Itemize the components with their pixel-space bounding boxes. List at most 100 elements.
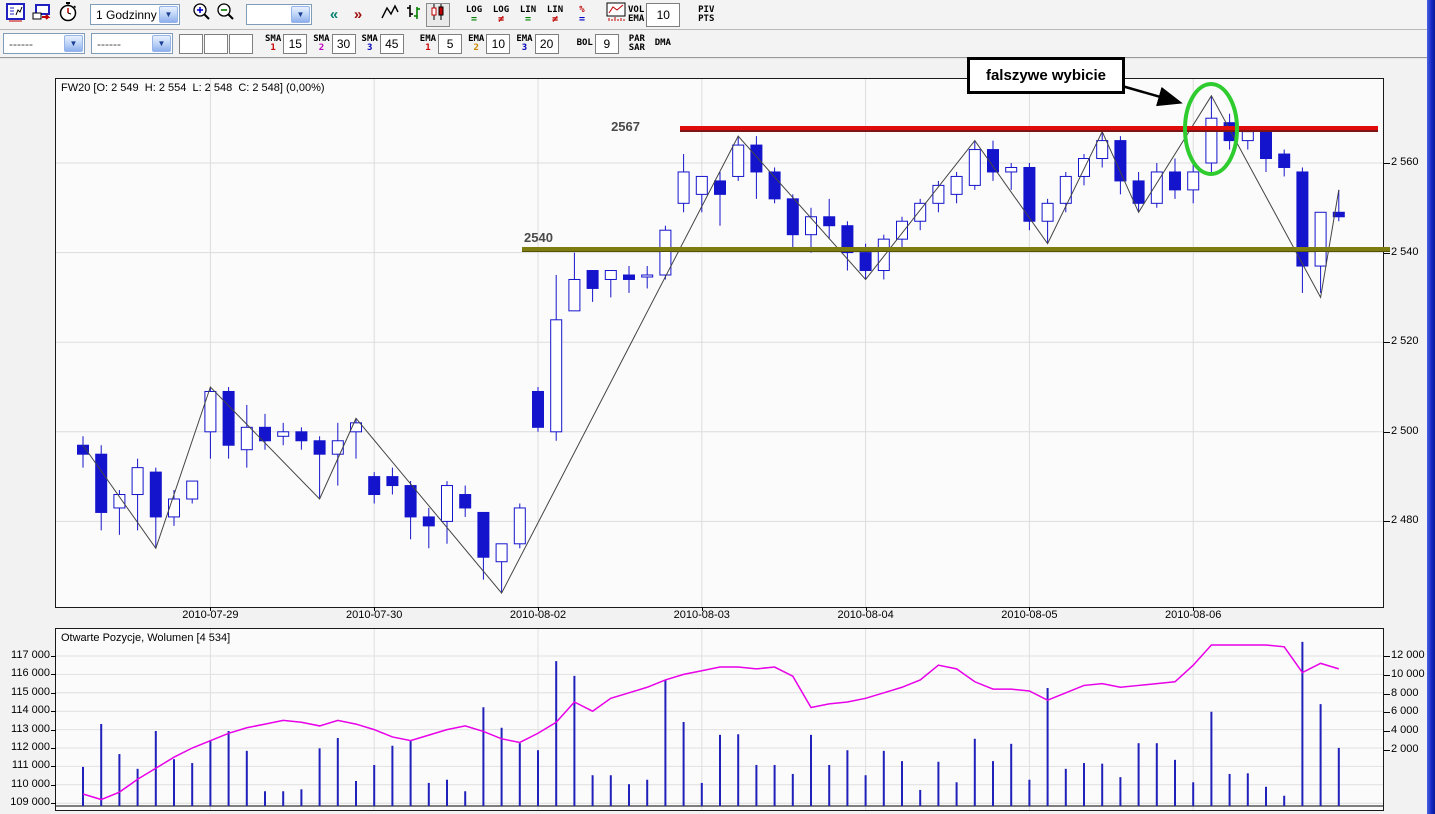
window-edge-scrollbar[interactable] — [1427, 0, 1435, 814]
candle-body — [459, 494, 472, 509]
support-line-2540[interactable] — [522, 247, 1390, 252]
not-equals-icon: ≠ — [551, 13, 558, 25]
scale-buttons-group: LOG = LOG ≠ LIN = LIN ≠ % = — [462, 3, 594, 27]
candle-body — [113, 494, 126, 509]
sma1-input[interactable]: 15 — [283, 33, 308, 54]
candle-body — [259, 426, 271, 442]
ema3-input[interactable]: 20 — [534, 33, 559, 54]
double-chevron-left-icon: « — [329, 6, 339, 23]
candle-body — [1169, 171, 1181, 191]
candle-body — [204, 390, 217, 433]
chevron-down-icon[interactable]: ▼ — [152, 35, 171, 52]
resistance-line-2567[interactable] — [680, 126, 1378, 132]
sma3-input[interactable]: 45 — [379, 33, 404, 54]
chevron-down-icon[interactable]: ▼ — [64, 35, 83, 52]
toolbar-separator — [0, 57, 1435, 58]
report-chart-button[interactable] — [3, 2, 27, 27]
toolbar-separator — [0, 29, 1435, 30]
candle-body — [1132, 180, 1145, 204]
equals-icon: = — [470, 13, 477, 25]
ohlc-bars-type-button[interactable] — [402, 3, 426, 27]
study-select-1[interactable]: ------ ▼ — [3, 33, 85, 54]
candle-body — [1078, 158, 1090, 177]
log-notequal-button[interactable]: LOG ≠ — [489, 3, 513, 27]
candle-body — [1023, 166, 1036, 222]
chevron-down-icon[interactable]: ▼ — [159, 6, 178, 23]
button-label: LIN — [546, 4, 564, 15]
oi-axis-label: 111 000 — [11, 759, 50, 772]
candle-body — [131, 467, 144, 496]
zoom-in-button[interactable] — [190, 3, 214, 27]
candle-body — [568, 278, 581, 312]
dma-button[interactable]: DMA — [651, 32, 675, 56]
oi-axis-label: 110 000 — [11, 777, 50, 790]
param-input-1[interactable] — [179, 33, 203, 54]
candle-body — [695, 175, 708, 195]
candlestick-type-button[interactable] — [426, 2, 450, 27]
line-chart-type-button[interactable] — [378, 3, 402, 27]
lin-notequal-button[interactable]: LIN ≠ — [543, 3, 567, 27]
parabolic-sar-button[interactable]: PAR SAR — [628, 33, 645, 53]
price-axis-tick — [1384, 252, 1390, 254]
param-input-3[interactable] — [229, 33, 253, 54]
param-input-2[interactable] — [204, 33, 228, 54]
oi-axis-label: 114 000 — [11, 704, 50, 717]
study-select-2-value: ------ — [97, 36, 121, 51]
candle-body — [1005, 166, 1018, 173]
date-axis-label: 2010-08-03 — [673, 609, 730, 621]
toolbar-indicators: ------ ▼ ------ ▼ SMA 1 15 SMA 2 30 SMA 3 4… — [0, 30, 1435, 57]
sma2-input[interactable]: 30 — [331, 33, 356, 54]
date-axis-label: 2010-07-29 — [182, 609, 239, 621]
scroll-back-button[interactable]: « — [322, 3, 346, 27]
study-select-2[interactable]: ------ ▼ — [91, 33, 173, 54]
zoom-out-button[interactable] — [214, 3, 238, 27]
pivot-points-button[interactable]: PIV PTS — [694, 3, 718, 27]
volume-open-interest-panel[interactable]: Otwarte Pozycje, Wolumen [4 534] — [55, 628, 1384, 811]
lin-equal-button[interactable]: LIN = — [516, 3, 540, 27]
secondary-select[interactable]: ▼ — [246, 4, 312, 25]
candle-body — [604, 270, 617, 280]
candle-body — [950, 175, 963, 195]
oi-axis-label: 117 000 — [11, 649, 50, 661]
percent-equal-button[interactable]: % = — [570, 3, 594, 27]
candle-body — [714, 180, 726, 195]
candle-body — [1041, 202, 1054, 222]
zoom-in-icon — [192, 2, 212, 27]
resistance-level-label: 2567 — [611, 119, 640, 134]
log-equal-button[interactable]: LOG = — [462, 3, 486, 27]
vol-ema-period-input[interactable]: 10 — [646, 2, 681, 27]
double-chevron-right-icon: » — [353, 6, 363, 23]
oi-axis-label: 116 000 — [11, 667, 50, 680]
open-interest-line — [82, 644, 1340, 801]
candle-body — [659, 229, 672, 276]
ema2-input[interactable]: 10 — [486, 33, 511, 54]
candle-body — [896, 220, 908, 240]
chart-ohlc-title: FW20 [O: 2 549 H: 2 554 L: 2 548 C: 2 54… — [61, 82, 325, 94]
bol-input[interactable]: 9 — [594, 33, 619, 54]
ema3-label: EMA 3 — [516, 33, 533, 53]
not-equals-icon: ≠ — [497, 13, 504, 25]
candle-body — [987, 149, 999, 173]
date-axis-label: 2010-08-05 — [1001, 609, 1058, 621]
false-breakout-annotation[interactable]: falszywe wybicie — [967, 57, 1125, 94]
candle-body — [386, 476, 399, 487]
price-chart-panel[interactable]: FW20 [O: 2 549 H: 2 554 L: 2 548 C: 2 54… — [55, 78, 1384, 608]
candle-body — [222, 390, 235, 446]
interval-select[interactable]: 1 Godzinny ▼ — [90, 4, 180, 25]
candle-body — [550, 319, 563, 433]
candle-body — [1096, 140, 1109, 160]
price-axis-label: 2 540 — [1391, 245, 1419, 258]
candle-body — [914, 202, 927, 222]
cascade-windows-button[interactable] — [30, 3, 54, 27]
ema1-input[interactable]: 5 — [438, 33, 463, 54]
candle-body — [1332, 211, 1345, 218]
report-chart-icon — [5, 2, 25, 27]
volume-axis-label: 6 000 — [1391, 705, 1419, 718]
candle-body — [859, 252, 872, 272]
timer-button[interactable] — [56, 2, 80, 27]
scroll-forward-button[interactable]: » — [346, 3, 370, 27]
chevron-down-icon[interactable]: ▼ — [291, 6, 310, 23]
candle-body — [932, 184, 945, 204]
candle-body — [331, 440, 344, 455]
